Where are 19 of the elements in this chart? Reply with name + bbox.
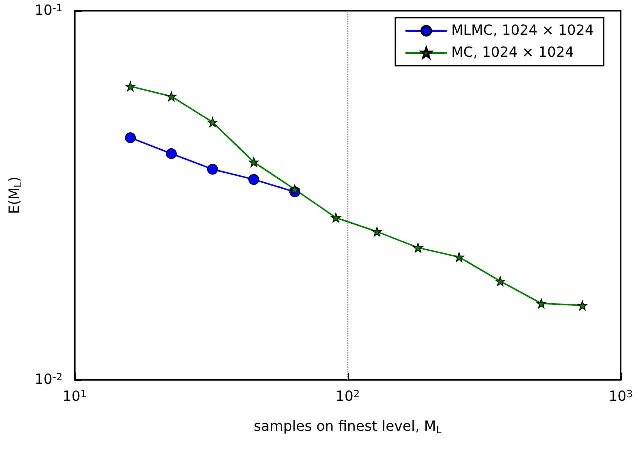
point [454, 252, 464, 262]
point [496, 276, 506, 286]
legend-label: MC, 1024 × 1024 [451, 45, 574, 61]
point [125, 132, 136, 144]
point [413, 243, 424, 253]
point [290, 184, 300, 195]
point [372, 226, 382, 237]
point [208, 118, 218, 128]
point [248, 174, 260, 186]
point [207, 164, 218, 175]
point [578, 300, 588, 311]
point [166, 92, 176, 102]
point [249, 157, 259, 168]
legend-label: MLMC, 1024 × 1024 [451, 23, 594, 39]
y-axis-title: E(ML) [7, 176, 24, 214]
point [331, 212, 341, 223]
point [536, 298, 546, 309]
point [166, 148, 177, 160]
point [126, 82, 136, 92]
